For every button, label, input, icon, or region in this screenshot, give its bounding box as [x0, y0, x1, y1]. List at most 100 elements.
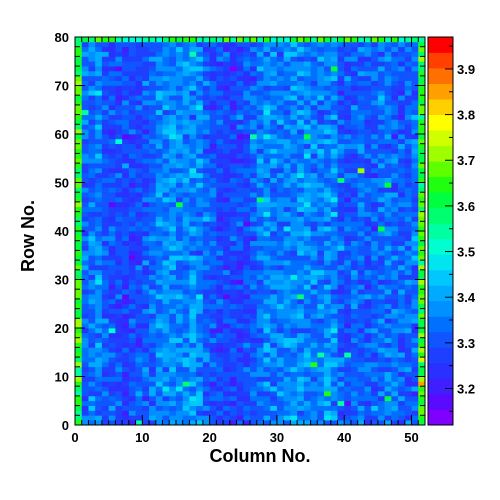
heatmap-cell — [263, 85, 271, 91]
heatmap-cell — [418, 245, 426, 251]
heatmap-cell — [223, 221, 231, 227]
heatmap-cell — [303, 323, 311, 329]
heatmap-cell — [115, 148, 123, 154]
heatmap-cell — [411, 405, 419, 411]
heatmap-cell — [149, 119, 157, 125]
heatmap-cell — [128, 371, 136, 377]
heatmap-cell — [391, 134, 399, 140]
heatmap-cell — [182, 90, 190, 96]
heatmap-cell — [182, 192, 190, 198]
heatmap-cell — [330, 386, 338, 392]
heatmap-cell — [310, 211, 318, 217]
heatmap-cell — [297, 240, 305, 246]
heatmap-cell — [209, 391, 217, 397]
heatmap-cell — [182, 420, 190, 426]
heatmap-cell — [411, 61, 419, 67]
heatmap-cell — [155, 134, 163, 140]
heatmap-cell — [404, 187, 412, 193]
heatmap-cell — [324, 235, 332, 242]
heatmap-cell — [101, 56, 109, 62]
heatmap-cell — [142, 231, 150, 237]
heatmap-cell — [364, 129, 372, 135]
heatmap-cell — [189, 119, 197, 125]
heatmap-cell — [310, 100, 318, 106]
heatmap-cell — [216, 80, 224, 86]
heatmap-cell — [189, 158, 197, 164]
heatmap-cell — [101, 182, 109, 188]
heatmap-cell — [337, 323, 345, 329]
heatmap-cell — [371, 347, 379, 353]
heatmap-cell — [303, 284, 311, 290]
heatmap-cell — [135, 250, 143, 256]
heatmap-cell — [189, 46, 197, 52]
heatmap-cell — [404, 138, 412, 145]
heatmap-cell — [357, 298, 365, 305]
heatmap-cell — [398, 124, 406, 130]
heatmap-cell — [88, 308, 96, 314]
heatmap-cell — [391, 197, 399, 203]
heatmap-cell — [344, 172, 352, 178]
heatmap-cell — [115, 119, 123, 125]
heatmap-cell — [88, 148, 96, 154]
heatmap-cell — [175, 308, 184, 314]
heatmap-cell — [81, 134, 89, 140]
heatmap-cell — [81, 298, 89, 305]
heatmap-cell — [411, 260, 419, 266]
colorbar-swatch — [428, 99, 453, 115]
heatmap-cell — [128, 134, 136, 140]
heatmap-cell — [283, 386, 291, 392]
heatmap-cell — [189, 104, 197, 111]
heatmap-cell — [371, 148, 379, 154]
heatmap-cell — [81, 366, 89, 372]
heatmap-cell — [350, 56, 359, 62]
heatmap-cell — [169, 308, 177, 314]
heatmap-cell — [276, 201, 284, 208]
heatmap-cell — [404, 109, 412, 115]
heatmap-cell — [236, 172, 244, 178]
heatmap-cell — [297, 303, 305, 309]
heatmap-cell — [256, 395, 264, 402]
heatmap-cell — [182, 197, 190, 203]
heatmap-cell — [122, 308, 130, 314]
heatmap-cell — [256, 46, 264, 52]
heatmap-cell — [175, 332, 184, 339]
heatmap-cell — [357, 182, 365, 188]
heatmap-cell — [350, 357, 359, 363]
heatmap-cell — [364, 391, 372, 397]
heatmap-cell — [256, 255, 264, 261]
heatmap-cell — [256, 95, 264, 101]
heatmap-cell — [236, 420, 244, 426]
heatmap-cell — [283, 197, 291, 203]
heatmap-cell — [263, 201, 271, 208]
heatmap-cell — [175, 298, 184, 305]
heatmap-cell — [182, 201, 190, 208]
heatmap-cell — [404, 279, 412, 285]
heatmap-cell — [88, 124, 96, 130]
heatmap-cell — [297, 163, 305, 169]
heatmap-cell — [283, 400, 291, 406]
heatmap-cell — [135, 226, 143, 232]
heatmap-cell — [189, 41, 197, 48]
heatmap-cell — [344, 211, 352, 217]
heatmap-cell — [297, 46, 305, 52]
heatmap-cell — [108, 129, 116, 135]
heatmap-cell — [371, 269, 379, 275]
heatmap-cell — [256, 138, 264, 145]
heatmap-cell — [391, 328, 399, 334]
heatmap-cell — [364, 221, 372, 227]
heatmap-cell — [364, 182, 372, 188]
heatmap-cell — [391, 308, 399, 314]
heatmap-cell — [398, 245, 406, 251]
heatmap-cell — [317, 405, 325, 411]
heatmap-cell — [175, 177, 184, 183]
heatmap-cell — [350, 37, 359, 43]
heatmap-cell — [270, 328, 278, 334]
heatmap-cell — [398, 308, 406, 314]
heatmap-cell — [149, 66, 157, 72]
heatmap-cell — [115, 386, 123, 392]
heatmap-cell — [236, 298, 244, 305]
heatmap-cell — [377, 37, 385, 43]
heatmap-cell — [81, 158, 89, 164]
heatmap-cell — [384, 167, 392, 174]
